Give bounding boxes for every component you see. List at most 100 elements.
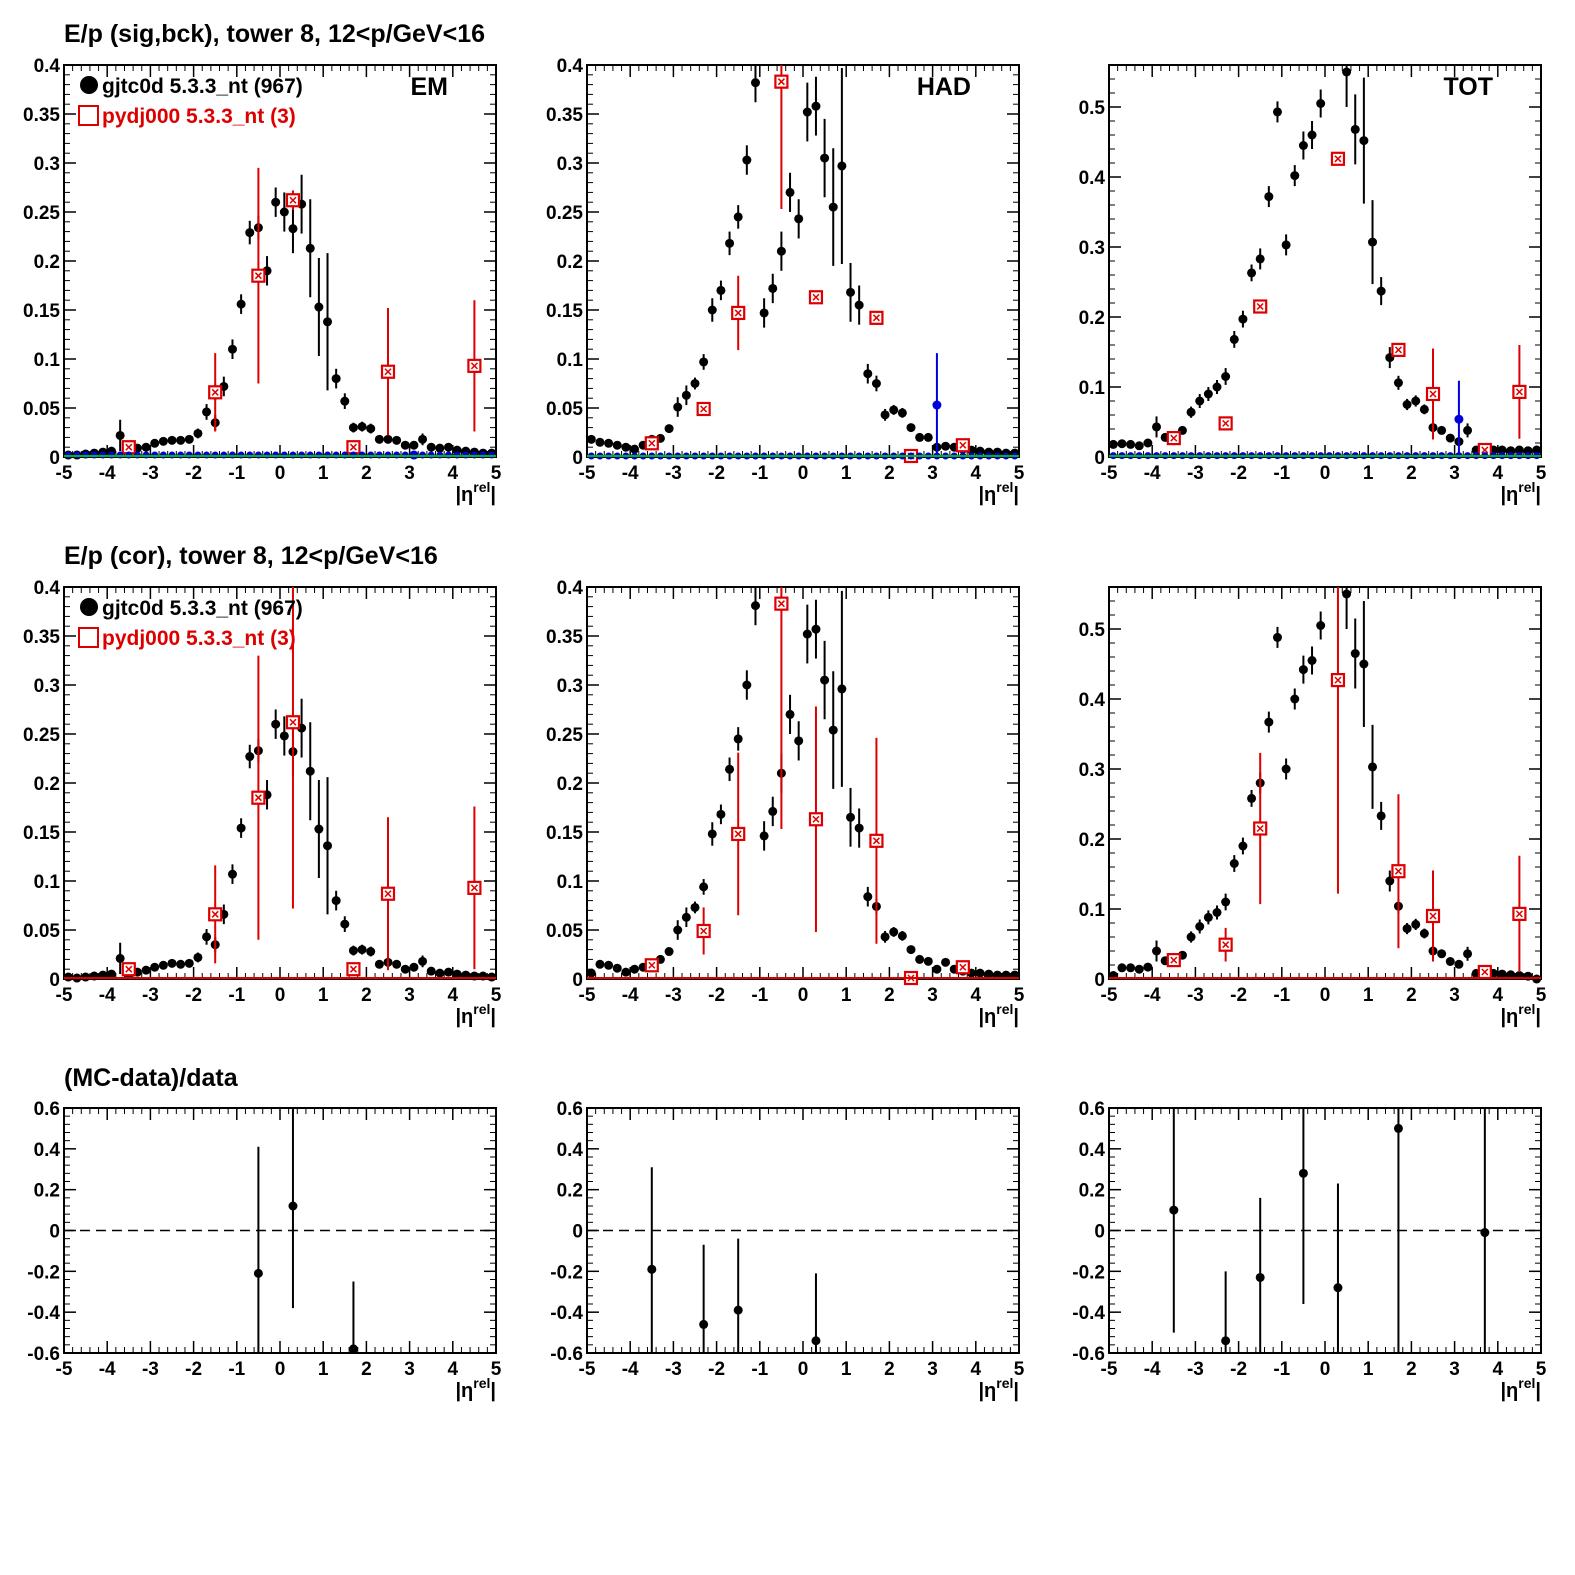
- data-point: [366, 947, 376, 957]
- x-tick-label: -2: [1230, 1359, 1247, 1380]
- x-tick-label: 2: [1406, 1359, 1417, 1380]
- data-point: [923, 432, 933, 442]
- data-point: [1307, 656, 1317, 665]
- data-point: [1186, 407, 1196, 417]
- x-tick-label: 1: [841, 463, 852, 484]
- data-point: [604, 960, 614, 970]
- y-tick-label: 0.05: [546, 399, 583, 420]
- data-point: [1342, 589, 1352, 599]
- data-point: [1272, 632, 1282, 642]
- data-point: [383, 434, 393, 444]
- chart-tot-cor: -5 -4 -3 -2 -1 0 1 2 3 4 5 0 0.1 0.2 0.3 0.4 0.5 |ηrel|: [1079, 586, 1547, 1028]
- data-point: [400, 964, 410, 974]
- data-point: [1134, 441, 1144, 451]
- y-tick-label: 0.4: [34, 578, 61, 599]
- data-point: [1497, 445, 1507, 455]
- x-tick-label: -2: [708, 985, 725, 1006]
- mc-point-cross: [812, 815, 820, 823]
- y-tick-label: 0.1: [34, 350, 61, 371]
- mc-point-cross: [1515, 910, 1523, 918]
- data-point: [478, 971, 488, 981]
- data-point: [630, 964, 640, 974]
- y-tick-label: 0.35: [23, 627, 60, 648]
- x-tick-label: 2: [361, 1359, 372, 1380]
- y-tick-label: 0.05: [23, 921, 60, 942]
- x-tick-label: -3: [142, 985, 159, 1006]
- data-point: [435, 443, 445, 453]
- y-tick-label: 0.6: [34, 1099, 60, 1120]
- data-point: [846, 812, 856, 822]
- data-point: [323, 317, 333, 327]
- data-point: [1186, 932, 1196, 942]
- panel-tag: EM: [411, 73, 449, 101]
- plot-frame: [1108, 64, 1542, 458]
- data-point: [699, 357, 709, 367]
- data-point: [586, 434, 596, 444]
- mc-point-cross: [349, 443, 357, 451]
- y-tick-label: 0.35: [546, 105, 583, 126]
- x-tick-label: 1: [841, 1359, 852, 1380]
- x-tick-label: -1: [751, 463, 768, 484]
- x-tick-label: -4: [1144, 463, 1161, 484]
- data-point: [725, 764, 735, 774]
- y-tick-label: 0.3: [34, 154, 60, 175]
- x-axis-label: |ηrel|: [978, 479, 1019, 506]
- data-point: [811, 101, 821, 111]
- x-tick-label: 3: [404, 463, 415, 484]
- data-point: [1247, 793, 1257, 803]
- data-point: [288, 224, 298, 234]
- legend-data-marker: [80, 76, 98, 94]
- x-tick-label: -4: [622, 985, 639, 1006]
- x-axis-label: |ηrel|: [978, 1375, 1019, 1402]
- x-tick-label: 0: [798, 463, 809, 484]
- data-point: [906, 423, 916, 433]
- data-point: [612, 963, 622, 973]
- data-point: [1419, 929, 1429, 938]
- data-point: [1195, 922, 1205, 931]
- data-point: [595, 437, 605, 447]
- x-tick-label: -4: [622, 1359, 639, 1380]
- data-point: [202, 932, 212, 942]
- data-point: [340, 919, 350, 929]
- data-point: [1255, 1272, 1265, 1282]
- y-tick-label: -0.6: [550, 1344, 583, 1365]
- data-point: [107, 969, 117, 979]
- legend-data-label: gjtc0d 5.3.3_nt (967): [102, 75, 303, 98]
- data-point: [1316, 99, 1326, 108]
- mc-point-cross: [1256, 824, 1264, 833]
- mc-point-cross: [125, 443, 133, 451]
- x-tick-label: 1: [1363, 985, 1374, 1006]
- data-point: [1212, 382, 1222, 392]
- data-point: [1411, 396, 1421, 406]
- y-tick-label: 0.25: [546, 725, 583, 746]
- x-tick-label: 0: [275, 1359, 286, 1380]
- data-point: [673, 402, 683, 412]
- y-tick-label: 0.2: [1079, 1181, 1105, 1202]
- y-tick-label: 0.35: [546, 627, 583, 648]
- data-point: [690, 379, 700, 388]
- data-point: [880, 932, 890, 942]
- data-point: [167, 435, 177, 445]
- x-tick-label: 3: [927, 463, 938, 484]
- x-tick-label: -1: [228, 463, 245, 484]
- y-tick-label: 0.3: [557, 154, 583, 175]
- data-point: [975, 968, 985, 978]
- data-point: [846, 287, 856, 297]
- mc-point-cross: [254, 272, 262, 280]
- x-tick-label: 2: [361, 985, 372, 1006]
- data-point: [915, 432, 925, 442]
- mc-point-cross: [812, 293, 820, 301]
- x-axis-label: |ηrel|: [455, 1001, 496, 1028]
- data-point: [409, 440, 419, 450]
- data-point: [1437, 949, 1447, 959]
- data-point: [1221, 1336, 1231, 1346]
- data-point: [1264, 717, 1274, 727]
- mc-point-cross: [1334, 676, 1342, 684]
- x-tick-label: 5: [491, 463, 502, 484]
- data-point: [366, 424, 376, 434]
- data-point: [435, 968, 445, 978]
- data-point: [115, 953, 125, 963]
- data-point: [374, 959, 384, 969]
- mc-point-cross: [700, 927, 708, 935]
